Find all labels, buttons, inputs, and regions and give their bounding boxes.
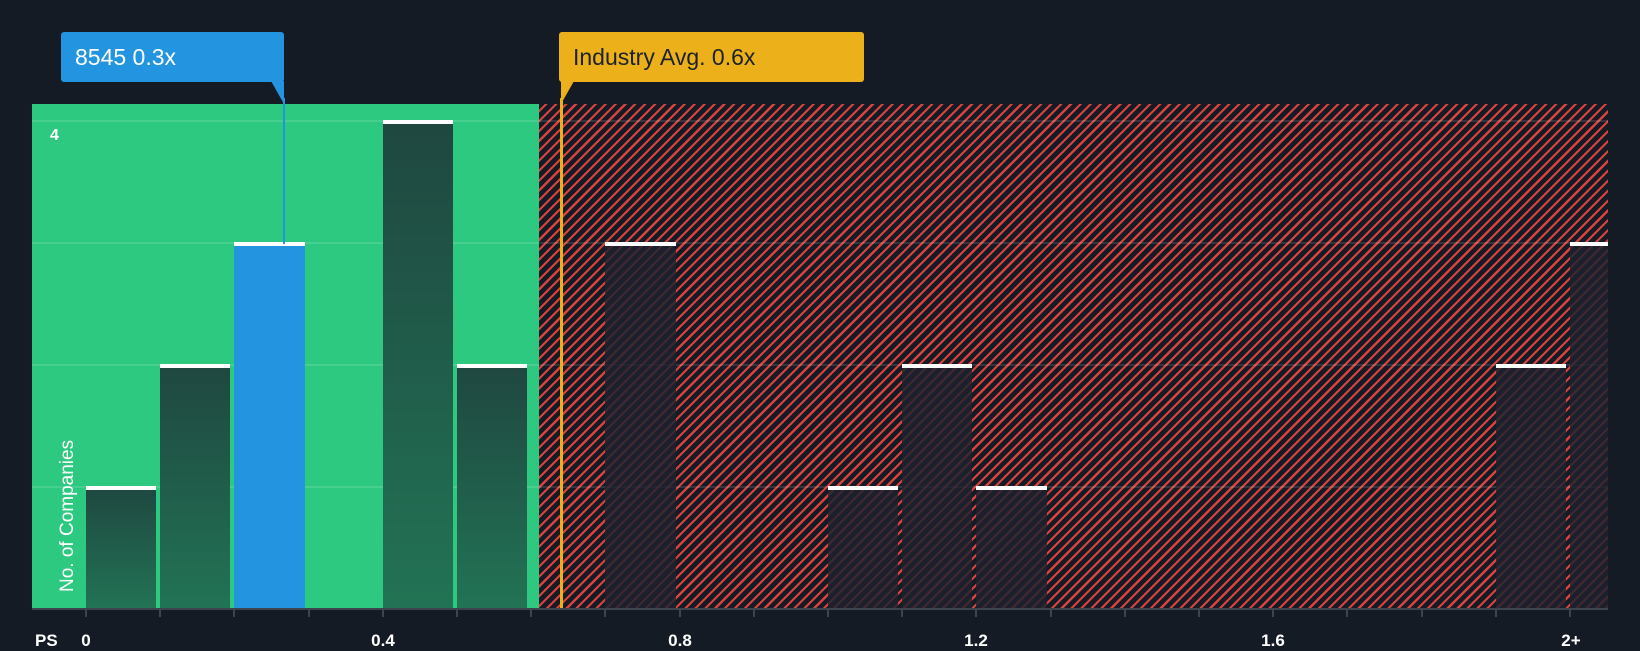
gridline-3 bbox=[32, 242, 1608, 244]
overvalued-zone-hatched bbox=[539, 104, 1608, 608]
industry-average-line bbox=[560, 98, 563, 608]
industry-callout-pointer bbox=[561, 81, 574, 104]
bar-top-cap bbox=[605, 242, 676, 246]
company-ps-callout-text: 8545 0.3x bbox=[75, 44, 177, 70]
histogram-bar bbox=[1570, 242, 1608, 608]
bar-top-cap bbox=[86, 486, 156, 490]
x-axis-tick bbox=[1495, 609, 1497, 617]
bar-top-cap bbox=[234, 242, 305, 246]
histogram-bar bbox=[457, 364, 527, 608]
company-callout-pointer bbox=[271, 81, 284, 104]
x-axis-tick bbox=[1569, 609, 1571, 617]
x-tick-label-0-8: 0.8 bbox=[668, 631, 692, 650]
bar-top-cap bbox=[457, 364, 527, 368]
x-axis-tick bbox=[975, 609, 977, 617]
x-axis-tick bbox=[1050, 609, 1052, 617]
industry-average-callout-text: Industry Avg. 0.6x bbox=[573, 44, 756, 70]
x-axis-tick bbox=[679, 609, 681, 617]
gridline-2 bbox=[32, 364, 1608, 366]
bar-top-cap bbox=[828, 486, 898, 490]
x-tick-label-0-4: 0.4 bbox=[371, 631, 395, 650]
industry-average-callout: Industry Avg. 0.6x bbox=[559, 32, 864, 82]
y-tick-label-4: 4 bbox=[50, 127, 59, 144]
x-tick-label-1-2: 1.2 bbox=[964, 631, 988, 650]
x-tick-label-0: 0 bbox=[81, 631, 91, 650]
company-ps-callout: 8545 0.3x bbox=[61, 32, 284, 82]
x-axis-tick bbox=[308, 609, 310, 617]
company-marker-line bbox=[283, 98, 285, 244]
x-axis-tick bbox=[1346, 609, 1348, 617]
gridline-4 bbox=[32, 120, 1608, 122]
histogram-bar bbox=[902, 364, 972, 608]
gridline-1 bbox=[32, 486, 1608, 488]
histogram-bar bbox=[976, 486, 1047, 608]
histogram-bar bbox=[1496, 364, 1566, 608]
x-axis-tick bbox=[233, 609, 235, 617]
x-tick-label-2-plus: 2+ bbox=[1561, 631, 1581, 650]
x-axis-tick bbox=[753, 609, 755, 617]
bar-top-cap bbox=[1570, 242, 1608, 246]
x-axis-tick bbox=[382, 609, 384, 617]
x-axis-tick bbox=[159, 609, 161, 617]
x-axis-tick bbox=[1124, 609, 1126, 617]
histogram-bar bbox=[234, 242, 305, 608]
x-axis-tick bbox=[1198, 609, 1200, 617]
histogram-bar bbox=[86, 486, 156, 608]
x-axis-tick bbox=[530, 609, 532, 617]
x-axis-tick bbox=[1421, 609, 1423, 617]
x-axis-line bbox=[32, 608, 1608, 610]
histogram-bar bbox=[160, 364, 230, 608]
x-axis-tick bbox=[456, 609, 458, 617]
bar-top-cap bbox=[1496, 364, 1566, 368]
histogram-bar bbox=[605, 242, 676, 608]
bar-top-cap bbox=[383, 120, 453, 124]
bar-top-cap bbox=[160, 364, 230, 368]
x-axis-tick bbox=[85, 609, 87, 617]
y-axis-title: No. of Companies bbox=[57, 439, 78, 592]
x-axis-tick bbox=[604, 609, 606, 617]
histogram-bar bbox=[383, 120, 453, 608]
x-axis-tick bbox=[1272, 609, 1274, 617]
x-axis-title: PS bbox=[35, 631, 58, 650]
x-axis-tick bbox=[827, 609, 829, 617]
bar-top-cap bbox=[976, 486, 1047, 490]
x-tick-label-1-6: 1.6 bbox=[1261, 631, 1285, 650]
histogram-bar bbox=[828, 486, 898, 608]
x-axis-tick bbox=[901, 609, 903, 617]
bar-top-cap bbox=[902, 364, 972, 368]
